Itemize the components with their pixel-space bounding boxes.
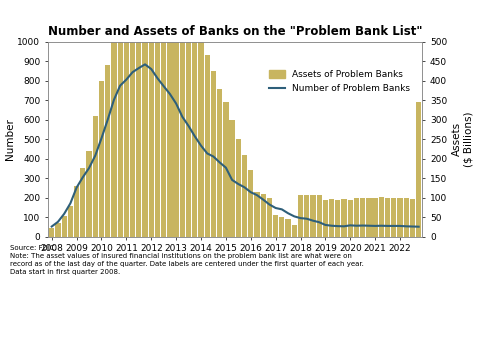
Bar [341,199,347,237]
Bar [124,0,129,237]
Bar [68,206,73,237]
Title: Number and Assets of Banks on the "Problem Bank List": Number and Assets of Banks on the "Probl… [48,25,422,38]
Bar [180,0,185,237]
Bar [248,171,253,237]
Bar [354,198,359,237]
Bar [379,197,384,237]
Bar [186,0,191,237]
Bar [105,65,110,237]
Bar [55,223,60,237]
Bar [173,0,179,237]
Bar [74,186,79,237]
Bar [223,102,228,237]
Bar [310,195,315,237]
Bar [198,32,204,237]
Bar [391,198,396,237]
Bar [304,195,310,237]
Bar [316,195,322,237]
Bar [217,88,222,237]
Y-axis label: Assets
($ Billions): Assets ($ Billions) [452,111,473,167]
Text: Source: FDIC.
Note: The asset values of insured financial institutions on the pr: Source: FDIC. Note: The asset values of … [10,245,363,275]
Bar [61,216,67,237]
Bar [397,198,403,237]
Bar [111,3,117,237]
Bar [155,0,160,237]
Bar [329,199,334,237]
Bar [410,199,415,237]
Bar [273,215,278,237]
Bar [292,225,297,237]
Bar [118,0,123,237]
Bar [149,0,154,237]
Y-axis label: Number: Number [5,118,14,160]
Bar [192,10,197,237]
Bar [360,198,365,237]
Bar [229,120,235,237]
Bar [93,116,98,237]
Bar [348,200,353,237]
Bar [286,219,291,237]
Bar [143,0,148,237]
Bar [366,198,372,237]
Bar [323,200,328,237]
Bar [167,0,172,237]
Bar [261,194,266,237]
Bar [298,195,303,237]
Bar [372,198,378,237]
Bar [130,0,135,237]
Bar [49,228,54,237]
Bar [416,102,421,237]
Bar [80,168,85,237]
Bar [211,71,216,237]
Bar [161,0,167,237]
Bar [335,200,340,237]
Bar [279,217,285,237]
Bar [385,198,390,237]
Bar [242,155,247,237]
Legend: Assets of Problem Banks, Number of Problem Banks: Assets of Problem Banks, Number of Probl… [269,70,410,93]
Bar [99,81,104,237]
Bar [254,192,260,237]
Bar [267,198,272,237]
Bar [204,55,210,237]
Bar [404,198,409,237]
Bar [86,151,92,237]
Bar [136,0,142,237]
Bar [236,139,241,237]
